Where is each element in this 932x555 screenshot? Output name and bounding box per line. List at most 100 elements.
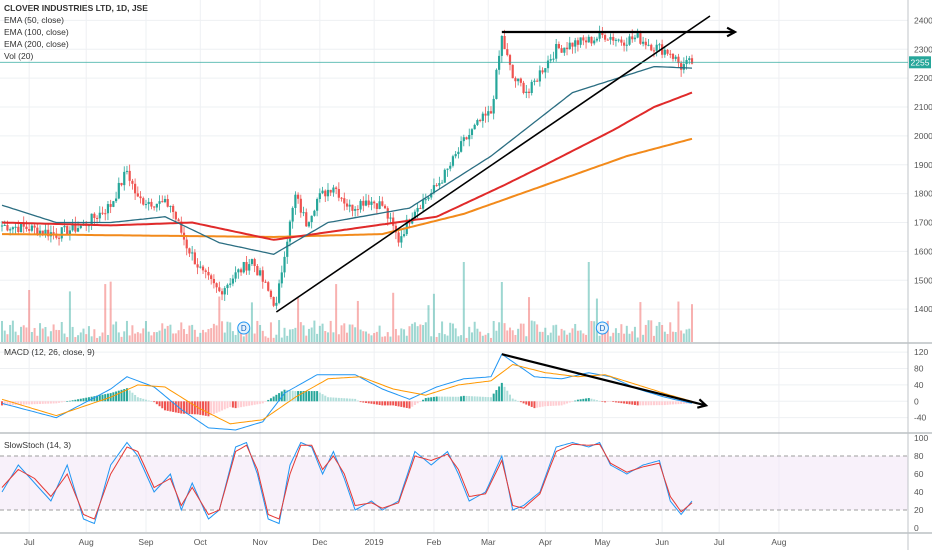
candle-body bbox=[495, 69, 498, 99]
volume-bar bbox=[44, 327, 47, 342]
macd-hist-bar bbox=[422, 399, 425, 402]
macd-hist-bar bbox=[454, 396, 457, 402]
volume-bar bbox=[590, 321, 593, 342]
time-tick-label: Jun bbox=[655, 537, 669, 547]
candle-body bbox=[269, 290, 273, 297]
macd-hist-bar bbox=[307, 391, 310, 402]
volume-bar bbox=[625, 325, 628, 342]
macd-hist-bar bbox=[259, 401, 262, 404]
candle-body bbox=[332, 187, 335, 193]
candle-body bbox=[476, 120, 479, 125]
volume-bar bbox=[11, 320, 14, 342]
candle-body bbox=[473, 124, 476, 130]
candle-body bbox=[644, 41, 647, 46]
candle-body bbox=[487, 111, 490, 116]
candle-body bbox=[199, 266, 202, 268]
candle-body bbox=[161, 201, 164, 203]
macd-hist-bar bbox=[590, 398, 593, 402]
candle-body bbox=[446, 168, 449, 170]
candle-body bbox=[71, 223, 74, 231]
candle-body bbox=[131, 180, 134, 184]
macd-hist-bar bbox=[451, 396, 454, 402]
macd-hist-bar bbox=[82, 398, 85, 402]
volume-bar bbox=[150, 335, 153, 342]
volume-bar bbox=[261, 330, 264, 342]
candle-body bbox=[98, 212, 101, 219]
volume-bar bbox=[250, 302, 253, 342]
macd-hist-bar bbox=[652, 401, 655, 406]
volume-bar bbox=[87, 326, 90, 342]
macd-hist-bar bbox=[324, 395, 327, 402]
candle-body bbox=[598, 32, 601, 39]
volume-bar bbox=[139, 333, 142, 342]
volume-bar bbox=[223, 332, 226, 342]
macd-hist-bar bbox=[180, 401, 183, 414]
volume-bar bbox=[153, 332, 156, 342]
candle-body bbox=[419, 207, 422, 209]
volume-bar bbox=[549, 332, 552, 342]
volume-bar bbox=[79, 332, 82, 342]
macd-hist-bar bbox=[400, 401, 403, 407]
time-tick-label: Nov bbox=[253, 537, 269, 547]
stoch-k-line bbox=[1, 441, 693, 525]
ema100-line bbox=[1, 91, 693, 241]
macd-hist-bar bbox=[207, 401, 210, 417]
volume-bar bbox=[115, 321, 118, 342]
macd-hist-bar bbox=[647, 401, 650, 406]
volume-bar bbox=[172, 333, 175, 342]
volume-bar bbox=[191, 324, 194, 342]
macd-hist-bar bbox=[530, 401, 533, 407]
candle-body bbox=[33, 225, 36, 228]
volume-bar bbox=[245, 331, 248, 342]
macd-hist-bar bbox=[39, 401, 42, 404]
candle-body bbox=[231, 278, 235, 284]
dividend-marker-1-label: D bbox=[241, 324, 247, 333]
volume-bar bbox=[248, 328, 251, 342]
candle-body bbox=[481, 113, 484, 121]
candle-body bbox=[212, 278, 215, 284]
macd-hist-bar bbox=[587, 398, 590, 402]
candle-body bbox=[239, 269, 243, 273]
candle-body bbox=[172, 205, 175, 212]
macd-hist-bar bbox=[375, 401, 378, 405]
macd-hist-bar bbox=[204, 401, 207, 416]
candle-body bbox=[587, 36, 590, 43]
macd-hist-bar bbox=[332, 397, 335, 402]
volume-bar bbox=[299, 322, 302, 342]
candle-body bbox=[242, 261, 245, 273]
candle-body bbox=[283, 256, 286, 273]
candle-body bbox=[234, 272, 237, 279]
volume-bar bbox=[269, 322, 272, 342]
candle-body bbox=[229, 283, 232, 285]
candle-body bbox=[517, 78, 520, 82]
candle-body bbox=[666, 49, 669, 54]
macd-hist-bar bbox=[642, 401, 645, 406]
macd-hist-bar bbox=[612, 401, 615, 403]
stoch-tick-label: 60 bbox=[914, 469, 924, 479]
chart-title: CLOVER INDUSTRIES LTD, 1D, JSE bbox=[4, 3, 148, 13]
candle-body bbox=[337, 188, 340, 198]
macd-hist-bar bbox=[120, 389, 123, 402]
candle-body bbox=[514, 78, 517, 82]
macd-hist-bar bbox=[210, 401, 213, 416]
candle-body bbox=[177, 219, 180, 222]
legend-ema100: EMA (100, close) bbox=[4, 27, 69, 37]
volume-bar bbox=[294, 327, 297, 342]
volume-bar bbox=[98, 336, 101, 342]
candle-body bbox=[438, 183, 441, 186]
volume-bar bbox=[609, 336, 612, 342]
volume-bar bbox=[555, 324, 558, 342]
candle-body bbox=[120, 182, 123, 186]
macd-hist-bar bbox=[389, 401, 392, 406]
macd-hist-bar bbox=[11, 401, 14, 405]
candle-body bbox=[169, 205, 172, 207]
candle-body bbox=[440, 182, 444, 184]
candle-body bbox=[655, 44, 658, 51]
macd-hist-bar bbox=[674, 401, 677, 405]
macd-hist-bar bbox=[77, 399, 80, 402]
macd-hist-bar bbox=[598, 400, 601, 402]
macd-hist-bar bbox=[541, 401, 544, 407]
volume-bar bbox=[60, 322, 63, 342]
candle-body bbox=[258, 270, 262, 276]
